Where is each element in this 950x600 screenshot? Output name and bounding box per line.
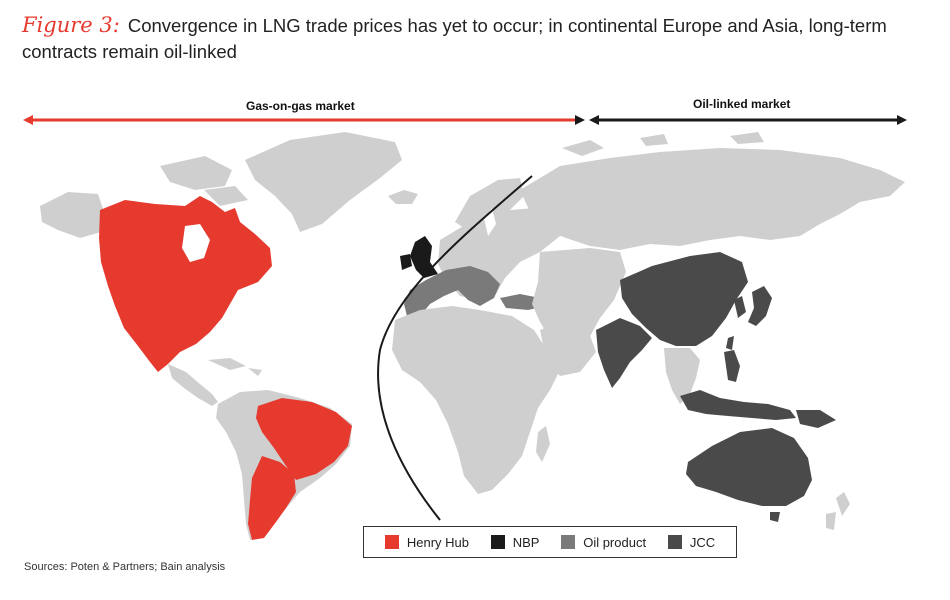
china-jcc bbox=[620, 252, 748, 346]
legend-swatch bbox=[561, 535, 576, 549]
uk-nbp bbox=[410, 236, 438, 278]
australia-jcc bbox=[686, 428, 812, 506]
legend-label: JCC bbox=[689, 534, 716, 550]
arctic-canada-islands bbox=[160, 156, 248, 206]
continental-europe-oil-product bbox=[404, 266, 500, 320]
oil-linked-label: Oil-linked market bbox=[693, 97, 791, 111]
legend-item: NBP bbox=[490, 534, 540, 550]
philippines-jcc bbox=[724, 350, 740, 382]
korea-jcc bbox=[734, 296, 746, 318]
scandinavia-region bbox=[455, 178, 524, 232]
japan-jcc bbox=[748, 286, 772, 326]
india-jcc bbox=[596, 318, 652, 388]
legend-label: Henry Hub bbox=[406, 534, 469, 550]
hudson-bay bbox=[182, 224, 210, 262]
legend-item: Henry Hub bbox=[384, 534, 469, 550]
figure-title: Figure 3: Convergence in LNG trade prices… bbox=[22, 12, 932, 65]
greenland-region bbox=[245, 132, 402, 232]
legend-swatch bbox=[490, 535, 505, 549]
ireland-nbp bbox=[400, 254, 412, 270]
source-note: Sources: Poten & Partners; Bain analysis bbox=[24, 561, 226, 573]
africa-region bbox=[392, 306, 560, 494]
new-zealand-region bbox=[826, 492, 850, 530]
brazil-henry-hub bbox=[256, 398, 352, 480]
north-america-henry-hub bbox=[99, 196, 272, 372]
iceland-region bbox=[388, 190, 418, 204]
central-america bbox=[168, 364, 218, 406]
madagascar-region bbox=[536, 426, 550, 462]
figure-label: Figure 3: bbox=[22, 13, 120, 37]
legend-swatch bbox=[667, 535, 682, 549]
taiwan-jcc bbox=[726, 336, 734, 350]
legend-item: Oil product bbox=[561, 535, 646, 550]
tasmania-jcc bbox=[770, 512, 780, 522]
map-legend: Henry Hub NBP Oil product JCC bbox=[363, 526, 737, 558]
arctic-asia-islands bbox=[562, 132, 764, 156]
southern-cone-henry-hub bbox=[248, 456, 296, 540]
legend-label: Oil product bbox=[583, 534, 647, 550]
gas-on-gas-label: Gas-on-gas market bbox=[246, 99, 355, 113]
alaska-region bbox=[40, 192, 104, 238]
indonesia-jcc bbox=[680, 390, 796, 420]
caribbean-islands bbox=[208, 358, 262, 376]
legend-label: NBP bbox=[512, 534, 540, 550]
market-divide-curve bbox=[377, 175, 533, 521]
legend-item: JCC bbox=[667, 534, 716, 550]
russia-region bbox=[520, 148, 905, 250]
legend-swatch bbox=[384, 535, 399, 549]
southeast-asia-mainland bbox=[664, 348, 700, 404]
figure-title-text: Convergence in LNG trade prices has yet … bbox=[22, 15, 887, 62]
papua-region bbox=[796, 410, 836, 428]
